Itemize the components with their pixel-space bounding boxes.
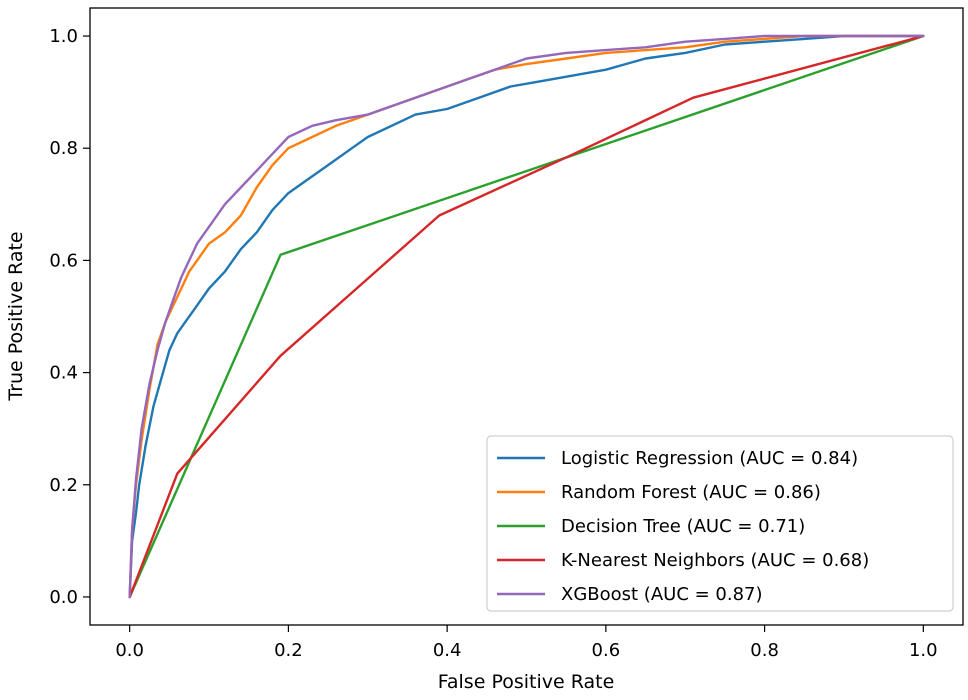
series-line-decision-tree (128, 34, 925, 599)
series-line-logistic-regression (128, 34, 925, 599)
x-tick-label: 0.0 (115, 640, 144, 661)
y-tick-label: 0.6 (49, 250, 78, 271)
plot-frame (89, 7, 964, 626)
y-tick-label: 0.4 (49, 363, 78, 384)
series-line-xgboost (128, 34, 925, 599)
legend: Logistic Regression (AUC = 0.84) Random F… (486, 435, 954, 612)
legend-label-logistic-regression: Logistic Regression (AUC = 0.84) (561, 448, 858, 469)
y-axis-label: True Positive Rate (5, 231, 27, 401)
legend-label-k-nearest-neighbors: K-Nearest Neighbors (AUC = 0.68) (561, 550, 869, 571)
x-tick-label: 0.8 (750, 640, 779, 661)
series-layer (128, 34, 925, 599)
x-axis-label: False Positive Rate (438, 671, 615, 693)
legend-items: Logistic Regression (AUC = 0.84) Random F… (497, 448, 869, 605)
x-tick-label: 0.2 (274, 640, 303, 661)
y-tick-label: 0.0 (49, 587, 78, 608)
series-line-k-nearest-neighbors (128, 34, 925, 599)
legend-label-xgboost: XGBoost (AUC = 0.87) (561, 584, 763, 605)
ticks-layer: 0.0 0.2 0.4 0.6 0.8 1.0 0.0 0.2 0.4 0.6 0.8 1.0 (49, 26, 937, 661)
legend-label-decision-tree: Decision Tree (AUC = 0.71) (561, 516, 805, 537)
y-tick-label: 0.8 (49, 138, 78, 159)
x-tick-label: 1.0 (909, 640, 938, 661)
x-tick-label: 0.6 (592, 640, 621, 661)
x-tick-label: 0.4 (433, 640, 462, 661)
legend-label-random-forest: Random Forest (AUC = 0.86) (561, 482, 821, 503)
legend-frame (486, 435, 954, 612)
y-tick-label: 1.0 (49, 26, 78, 47)
y-tick-label: 0.2 (49, 475, 78, 496)
